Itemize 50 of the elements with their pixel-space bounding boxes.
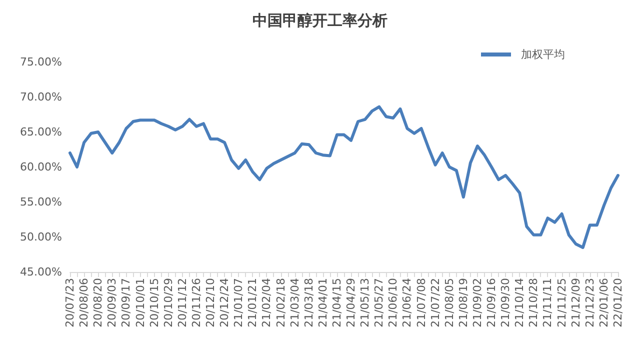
legend-label: 加权平均 (521, 48, 565, 61)
x-tick-label: 20/10/15 (148, 278, 161, 328)
x-tick-label: 21/01/21 (246, 278, 260, 328)
x-tick-label: 21/06/10 (386, 278, 400, 328)
x-tick-label: 21/11/11 (541, 278, 554, 328)
x-tick-label: 21/04/01 (316, 278, 330, 328)
y-tick-label: 60.00% (20, 160, 62, 174)
x-tick-label: 21/08/19 (456, 278, 470, 328)
x-tick-label: 21/01/07 (232, 278, 246, 328)
x-tick-label: 21/10/14 (513, 278, 526, 328)
x-tick-label: 21/09/16 (485, 278, 498, 328)
x-tick-label: 21/11/25 (555, 278, 568, 328)
y-tick-label: 70.00% (20, 90, 62, 104)
x-tick-label: 20/07/23 (64, 278, 76, 328)
x-tick-label: 21/04/29 (344, 278, 358, 328)
x-tick-label: 22/01/20 (612, 278, 624, 328)
y-tick-label: 45.00% (20, 266, 62, 278)
x-tick-label: 21/09/30 (499, 278, 512, 328)
x-tick-label: 21/03/04 (288, 278, 302, 328)
x-tick-label: 21/03/18 (302, 278, 316, 328)
x-tick-label: 21/09/02 (470, 278, 484, 328)
x-tick-label: 21/02/18 (274, 278, 288, 328)
x-tick-label: 21/07/22 (428, 278, 442, 328)
y-tick-label: 55.00% (20, 196, 62, 208)
x-tick-label: 21/12/23 (583, 278, 596, 328)
x-tick-label: 21/12/09 (569, 278, 582, 328)
x-tick-label: 20/08/20 (92, 278, 105, 328)
x-tick-label: 20/12/24 (218, 278, 232, 328)
x-tick-label: 21/07/08 (414, 278, 428, 328)
x-tick-label: 21/04/15 (330, 278, 344, 328)
x-tick-label: 21/05/27 (372, 278, 386, 328)
x-tick-label: 21/05/13 (358, 278, 372, 328)
chart-title: 中国甲醇开工率分析 (252, 12, 388, 30)
x-tick-label: 20/09/03 (106, 278, 119, 328)
x-tick-label: 21/10/28 (527, 278, 540, 328)
x-tick-label: 22/01/06 (597, 278, 610, 328)
x-tick-label: 21/06/24 (400, 278, 414, 328)
x-tick-label: 20/11/12 (176, 278, 189, 328)
x-tick-label: 20/09/17 (120, 278, 133, 328)
x-tick-label: 20/10/01 (134, 278, 147, 328)
x-tick-label: 20/10/29 (162, 278, 175, 328)
y-tick-label: 65.00% (20, 126, 62, 138)
x-tick-label: 20/08/06 (78, 278, 91, 328)
y-tick-label: 50.00% (20, 230, 62, 244)
y-tick-label: 75.00% (20, 56, 62, 68)
x-tick-label: 20/12/10 (204, 278, 218, 328)
x-tick-label: 21/02/04 (260, 278, 274, 328)
x-tick-label: 21/08/05 (442, 278, 456, 328)
x-tick-label: 20/11/26 (190, 278, 203, 328)
line-series (68, 105, 620, 249)
